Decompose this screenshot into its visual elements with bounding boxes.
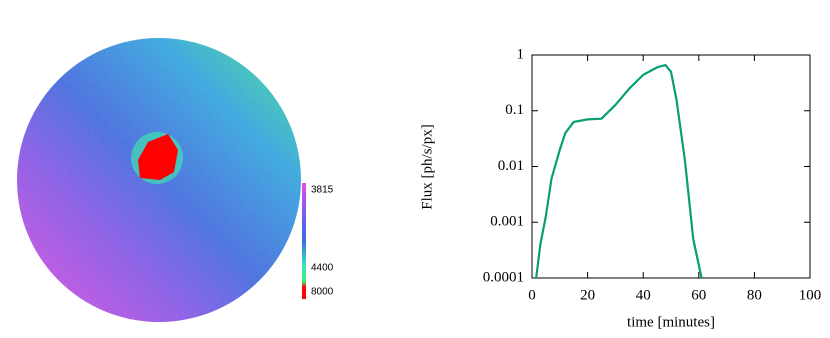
data-line	[535, 63, 703, 279]
line-chart: time [minutes] Flux [ph/s/px] 0 20 40 60 80 1…	[419, 46, 821, 330]
x-tick-label: 80	[747, 287, 762, 303]
heatmap-image	[17, 38, 306, 322]
y-tick-label: 0.001	[490, 214, 524, 230]
y-tick-label: 1	[517, 46, 525, 62]
y-axis-label: Flux [ph/s/px]	[419, 124, 435, 209]
y-tick-label: 0.1	[505, 102, 524, 118]
x-tick-label: 60	[691, 287, 706, 303]
colorbar-tick-label: 4400	[311, 263, 334, 274]
x-tick-label: 40	[636, 287, 651, 303]
colorbar	[302, 183, 306, 299]
colorbar-ticks: 3815 4400 8000	[311, 185, 334, 298]
hot-spot	[138, 134, 178, 180]
x-axis-label: time [minutes]	[627, 314, 715, 330]
plot-frame	[531, 54, 811, 279]
x-tick-label: 100	[799, 287, 822, 303]
colorbar-tick-label: 3815	[311, 185, 334, 196]
colorbar-tick-label: 8000	[311, 287, 334, 298]
y-tick-label: 0.0001	[483, 269, 524, 285]
y-tick-label: 0.01	[498, 158, 524, 174]
x-tick-label: 20	[580, 287, 595, 303]
x-tick-label: 0	[528, 287, 536, 303]
